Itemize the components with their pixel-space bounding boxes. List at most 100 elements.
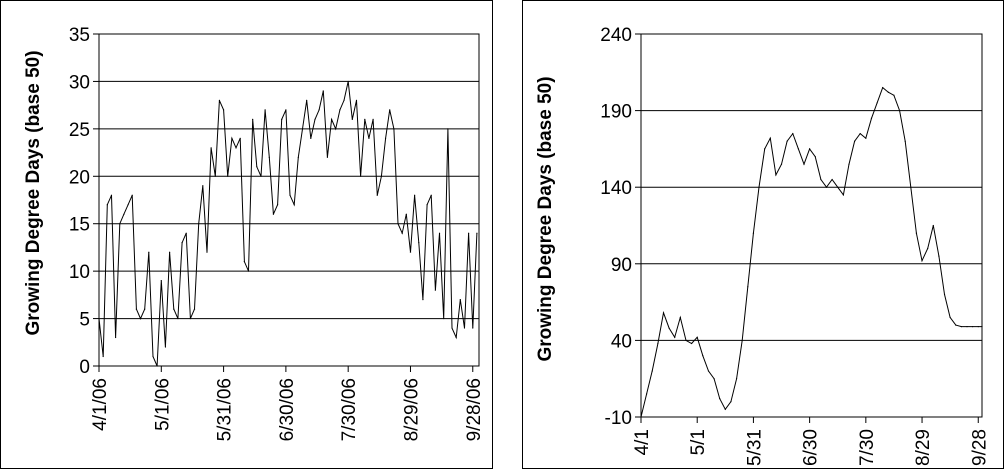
- data-point: [730, 401, 732, 403]
- data-point: [235, 147, 237, 149]
- data-point: [443, 317, 445, 320]
- data-point: [662, 312, 665, 314]
- data-point: [870, 117, 873, 119]
- x-tick-label: 5/31/06: [215, 378, 236, 441]
- y-tick-label: 25: [69, 120, 90, 141]
- data-point: [139, 317, 142, 320]
- left-y-axis-label: Growing Degree Days (base 50): [23, 50, 44, 335]
- data-point: [764, 148, 766, 150]
- data-point: [289, 194, 291, 196]
- data-point: [310, 137, 312, 139]
- series-line: [98, 81, 478, 367]
- data-point: [955, 324, 957, 326]
- data-point: [910, 186, 912, 188]
- data-point: [943, 293, 946, 296]
- x-tick-label: 4/1: [632, 429, 653, 455]
- left-chart-panel: Growing Degree Days (base 50) 0 5 10 15 20 25…: [0, 0, 493, 469]
- y-tick-label: 90: [611, 255, 632, 276]
- data-point: [904, 140, 906, 142]
- data-point: [243, 261, 245, 263]
- data-point: [915, 232, 918, 234]
- data-point: [932, 224, 934, 227]
- data-point: [401, 232, 403, 234]
- data-point: [123, 213, 125, 215]
- data-point: [335, 128, 337, 130]
- x-tick-label: 5/1/06: [152, 378, 173, 431]
- right-chart-panel: Growing Degree Days (base 50) -10 40 90 140…: [522, 0, 1004, 469]
- data-point: [131, 194, 133, 196]
- data-point: [752, 232, 755, 234]
- data-point: [231, 137, 233, 139]
- data-point: [189, 317, 191, 320]
- data-point: [110, 194, 113, 196]
- data-point: [657, 342, 659, 345]
- data-point: [106, 204, 108, 206]
- y-tick-label: 190: [600, 102, 632, 123]
- y-tick-label: 35: [69, 25, 90, 46]
- x-tick-label: 6/30/06: [277, 378, 298, 441]
- y-tick-label: -10: [605, 408, 632, 429]
- data-point: [206, 251, 208, 253]
- data-point: [422, 299, 424, 301]
- data-point: [193, 308, 196, 310]
- data-point: [173, 308, 175, 310]
- y-tick-label: 40: [611, 331, 632, 352]
- data-point: [451, 327, 453, 329]
- data-point: [426, 204, 428, 206]
- right-y-axis-label: Growing Degree Days (base 50): [535, 76, 556, 361]
- y-tick-label: 5: [79, 310, 90, 331]
- data-point: [210, 147, 212, 149]
- data-point: [214, 175, 216, 177]
- data-point: [418, 242, 420, 244]
- data-point: [177, 317, 179, 320]
- data-point: [640, 416, 642, 418]
- y-tick-label: 140: [600, 178, 632, 199]
- data-point: [758, 186, 760, 188]
- data-point: [306, 99, 308, 101]
- data-point: [972, 326, 974, 328]
- data-point: [447, 128, 449, 130]
- data-point: [977, 326, 979, 328]
- data-point: [476, 232, 478, 234]
- data-point: [247, 270, 250, 272]
- data-point: [690, 342, 693, 345]
- data-point: [98, 317, 100, 320]
- data-point: [797, 148, 799, 150]
- data-point: [938, 255, 940, 257]
- data-point: [198, 223, 200, 225]
- data-point: [380, 175, 383, 177]
- data-point: [434, 289, 436, 291]
- data-point: [119, 223, 121, 225]
- data-point: [735, 378, 738, 380]
- data-point: [966, 326, 968, 328]
- data-point: [293, 204, 295, 206]
- data-point: [368, 137, 370, 139]
- data-point: [355, 99, 358, 101]
- data-point: [285, 109, 287, 111]
- data-point: [227, 175, 229, 177]
- data-point: [389, 109, 391, 111]
- data-point: [685, 339, 687, 341]
- data-point: [786, 140, 788, 142]
- data-point: [239, 137, 241, 139]
- y-tick-label: 15: [69, 215, 90, 236]
- data-point: [825, 186, 828, 188]
- data-point: [339, 109, 341, 111]
- data-point: [256, 166, 258, 168]
- data-point: [351, 118, 353, 120]
- data-point: [719, 398, 721, 400]
- data-point: [859, 132, 861, 135]
- data-point: [272, 213, 275, 215]
- data-point: [260, 175, 262, 177]
- data-point: [393, 128, 395, 130]
- y-tick-label: 10: [69, 262, 90, 283]
- data-point: [268, 156, 270, 158]
- data-point: [297, 156, 299, 158]
- data-point: [409, 251, 412, 253]
- data-point: [837, 186, 839, 188]
- data-point: [848, 163, 850, 165]
- data-point: [364, 118, 366, 120]
- x-tick-label: 7/30/06: [339, 378, 360, 441]
- data-point: [343, 99, 345, 101]
- x-tick-label: 5/31: [744, 429, 765, 466]
